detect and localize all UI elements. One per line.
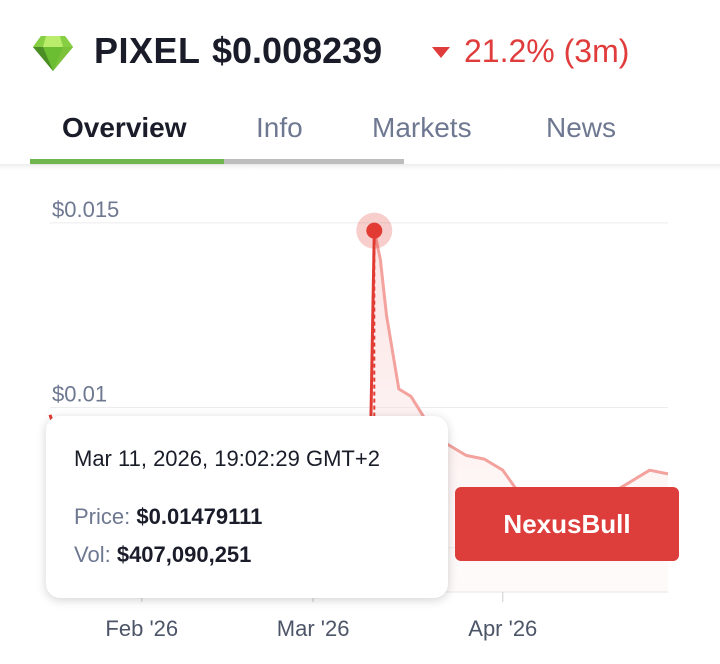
y-tick-label: $0.01 <box>52 381 107 406</box>
tooltip-price-label: Price: <box>74 504 131 529</box>
tooltip-price-value: $0.01479111 <box>136 504 263 529</box>
green-gem-icon <box>33 36 73 71</box>
price-change: 21.2% (3m) <box>432 33 629 70</box>
tab-info[interactable]: Info <box>256 112 303 143</box>
x-tick-label: Mar '26 <box>277 616 350 641</box>
coin-price: $0.008239 <box>212 30 383 71</box>
price-change-text: 21.2% (3m) <box>464 33 630 69</box>
coin-symbol: PIXEL <box>94 30 201 71</box>
tab-overview[interactable]: Overview <box>62 112 187 143</box>
tab-indicator-active <box>30 159 224 165</box>
tooltip-price-row: Price: $0.01479111 <box>74 504 262 530</box>
tab-markets[interactable]: Markets <box>372 112 472 143</box>
y-tick-label: $0.015 <box>52 197 119 222</box>
tooltip-vol-value: $407,090,251 <box>116 542 252 567</box>
tab-bar: Overview Info Markets News <box>0 100 720 166</box>
x-axis: Feb '26 Mar '26 Apr '26 <box>105 592 537 641</box>
tab-news[interactable]: News <box>546 112 617 143</box>
chart-tooltip: Mar 11, 2026, 19:02:29 GMT+2 Price: $0.0… <box>46 416 448 598</box>
tabs-divider <box>0 164 720 170</box>
tooltip-vol-row: Vol: $407,090,251 <box>74 542 251 568</box>
x-tick-label: Apr '26 <box>468 616 537 641</box>
tooltip-vol-label: Vol: <box>74 542 111 567</box>
cursor-point[interactable] <box>366 222 383 239</box>
x-tick-label: Feb '26 <box>105 616 178 641</box>
tooltip-date: Mar 11, 2026, 19:02:29 GMT+2 <box>74 446 380 471</box>
tab-overflow-fade <box>680 112 720 152</box>
nexusbull-button[interactable]: NexusBull <box>455 487 679 561</box>
tab-indicator-track <box>224 159 404 165</box>
coin-header: PIXEL $0.008239 21.2% (3m) <box>0 0 720 100</box>
down-triangle-icon <box>432 47 450 58</box>
